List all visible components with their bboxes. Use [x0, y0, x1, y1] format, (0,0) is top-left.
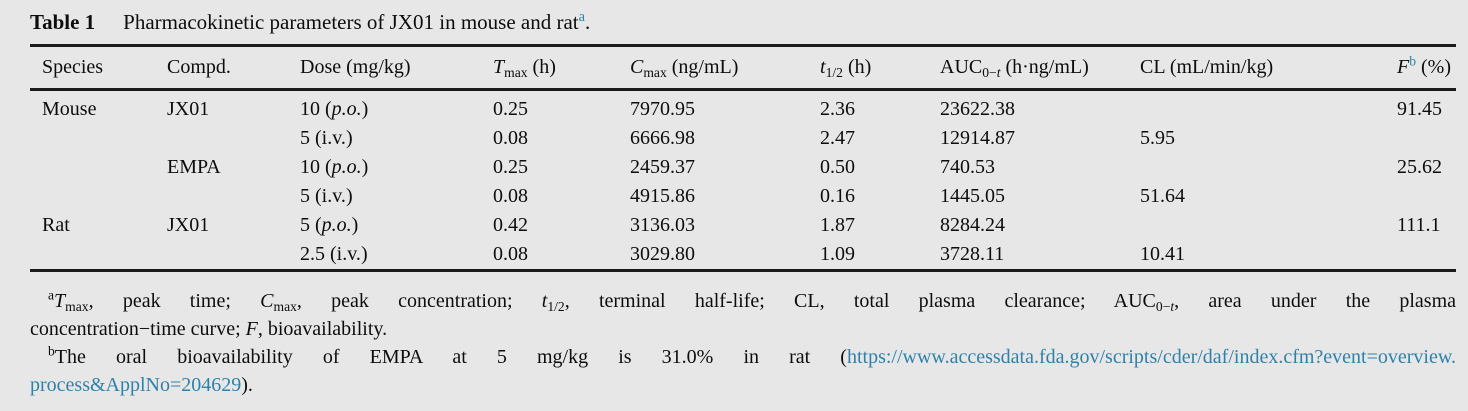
table-row: 5 (i.v.) 0.08 4915.86 0.16 1445.05 51.64: [30, 182, 1456, 211]
cell-tmax: 0.08: [493, 127, 528, 149]
cell-tmax: 0.25: [493, 98, 528, 120]
cell-compound: EMPA: [167, 156, 221, 178]
cell-cl: 5.95: [1140, 127, 1175, 149]
cell-cl: [1128, 211, 1385, 240]
cell-dose: 10 (p.o.): [300, 98, 369, 120]
dose-route: i.v.: [321, 127, 346, 149]
dose-route: i.v.: [321, 185, 346, 207]
cell-f: [1385, 240, 1456, 269]
cell-thalf: 2.36: [820, 98, 855, 120]
cell-species: Rat: [42, 214, 70, 236]
cell-cl: 51.64: [1140, 185, 1185, 207]
cell-species: Mouse: [42, 98, 97, 120]
cell-compound: JX01: [167, 98, 210, 120]
cell-f: 111.1: [1397, 214, 1441, 236]
cell-cmax: 3136.03: [630, 214, 695, 236]
cell-dose: 10 (p.o.): [300, 156, 369, 178]
table-title-text: Pharmacokinetic parameters of JX01 in mo…: [123, 10, 579, 34]
footnote-b-line1: bThe oral bioavailability of EMPA at 5 m…: [48, 343, 1456, 368]
dose-route: p.o.: [321, 214, 352, 236]
table-body: Mouse JX01 10 (p.o.) 0.25 7970.95 2.36 23622.3…: [30, 91, 1456, 269]
pharmacokinetics-table: Species Compd. Dose (mg/kg) Tmax (h) Cma…: [30, 47, 1456, 88]
cell-cmax: 6666.98: [630, 127, 695, 149]
cell-species: [30, 153, 155, 182]
footnote-a-marker: a: [48, 287, 55, 303]
cell-tmax: 0.42: [493, 214, 528, 236]
footnote-a-line2: concentration−time curve; F, bioavailabi…: [30, 318, 388, 340]
table-row: 2.5 (i.v.) 0.08 3029.80 1.09 3728.11 10.41: [30, 240, 1456, 269]
table-row: Rat JX01 5 (p.o.) 0.42 3136.03 1.87 8284.24 111…: [30, 211, 1456, 240]
footnote-a-marker-ref: a: [578, 9, 585, 25]
cell-cmax: 3029.80: [630, 243, 695, 265]
cell-compound: [155, 182, 288, 211]
col-header-species: Species: [42, 56, 104, 78]
col-header-cl: CL (mL/min/kg): [1140, 56, 1274, 78]
cell-dose: 5 (i.v.): [300, 127, 353, 149]
cell-species: [30, 240, 155, 269]
col-header-cmax: Cmax (ng/mL): [630, 56, 739, 80]
header-rule: [30, 88, 1456, 91]
fda-link-part2[interactable]: process&ApplNo=204629: [30, 374, 242, 396]
col-header-tmax: Tmax (h): [493, 56, 556, 80]
col-header-f: Fb (%): [1397, 53, 1451, 78]
table-row: 5 (i.v.) 0.08 6666.98 2.47 12914.87 5.95: [30, 124, 1456, 153]
dose-route: p.o.: [331, 156, 362, 178]
cell-thalf: 0.50: [820, 156, 855, 178]
cell-thalf: 0.16: [820, 185, 855, 207]
cell-tmax: 0.08: [493, 185, 528, 207]
footnote-a-line1: aTmax, peak time; Cmax, peak concentrati…: [48, 287, 1457, 314]
cell-species: [30, 124, 155, 153]
cell-auc: 12914.87: [940, 127, 1015, 149]
table-number: Table 1: [30, 10, 96, 34]
cell-thalf: 1.09: [820, 243, 855, 265]
cell-cl: 10.41: [1140, 243, 1185, 265]
cell-compound: JX01: [167, 214, 210, 236]
cell-compound: [155, 124, 288, 153]
cell-dose: 2.5 (i.v.): [300, 243, 368, 265]
col-header-thalf: t1/2 (h): [820, 56, 872, 80]
dose-route: p.o.: [331, 98, 362, 120]
cell-tmax: 0.08: [493, 243, 528, 265]
cell-f: [1385, 182, 1456, 211]
dose-route: i.v.: [336, 243, 361, 265]
footnote-b-line2: process&ApplNo=204629).: [30, 374, 253, 396]
cell-thalf: 1.87: [820, 214, 855, 236]
col-header-auc: AUC0−t (h·ng/mL): [940, 56, 1089, 80]
cell-compound: [155, 240, 288, 269]
cell-species: [30, 182, 155, 211]
top-rule: [30, 44, 1456, 47]
footnote-b-marker-ref: b: [1409, 53, 1417, 69]
header-row: Species Compd. Dose (mg/kg) Tmax (h) Cma…: [30, 47, 1456, 88]
cell-dose: 5 (i.v.): [300, 185, 353, 207]
cell-cl: [1128, 153, 1385, 182]
cell-thalf: 2.47: [820, 127, 855, 149]
col-header-compound: Compd.: [167, 56, 231, 78]
cell-cmax: 2459.37: [630, 156, 695, 178]
cell-cmax: 7970.95: [630, 98, 695, 120]
cell-auc: 8284.24: [940, 214, 1005, 236]
cell-cmax: 4915.86: [630, 185, 695, 207]
cell-f: [1385, 124, 1456, 153]
table-row: Mouse JX01 10 (p.o.) 0.25 7970.95 2.36 23622.3…: [30, 91, 1456, 124]
cell-tmax: 0.25: [493, 156, 528, 178]
cell-auc: 1445.05: [940, 185, 1005, 207]
cell-auc: 740.53: [940, 156, 995, 178]
cell-f: 91.45: [1397, 98, 1442, 120]
col-header-dose: Dose (mg/kg): [300, 56, 411, 78]
pharmacokinetics-table-body: Mouse JX01 10 (p.o.) 0.25 7970.95 2.36 23622.3…: [30, 91, 1456, 269]
footnotes-block: aTmax, peak time; Cmax, peak concentrati…: [30, 287, 1456, 399]
cell-cl: [1128, 91, 1385, 124]
cell-f: 25.62: [1397, 156, 1442, 178]
cell-auc: 23622.38: [940, 98, 1015, 120]
title-period: .: [584, 10, 591, 34]
table-row: EMPA 10 (p.o.) 0.25 2459.37 0.50 740.53 25.62: [30, 153, 1456, 182]
table-caption: Table 1 Pharmacokinetic parameters of JX0…: [30, 0, 1456, 37]
cell-auc: 3728.11: [940, 243, 1005, 265]
footnote-b-marker: b: [48, 343, 55, 359]
cell-dose: 5 (p.o.): [300, 214, 359, 236]
fda-link-part1[interactable]: https://www.accessdata.fda.gov/scripts/c…: [846, 346, 1456, 368]
bottom-rule: [30, 269, 1456, 272]
